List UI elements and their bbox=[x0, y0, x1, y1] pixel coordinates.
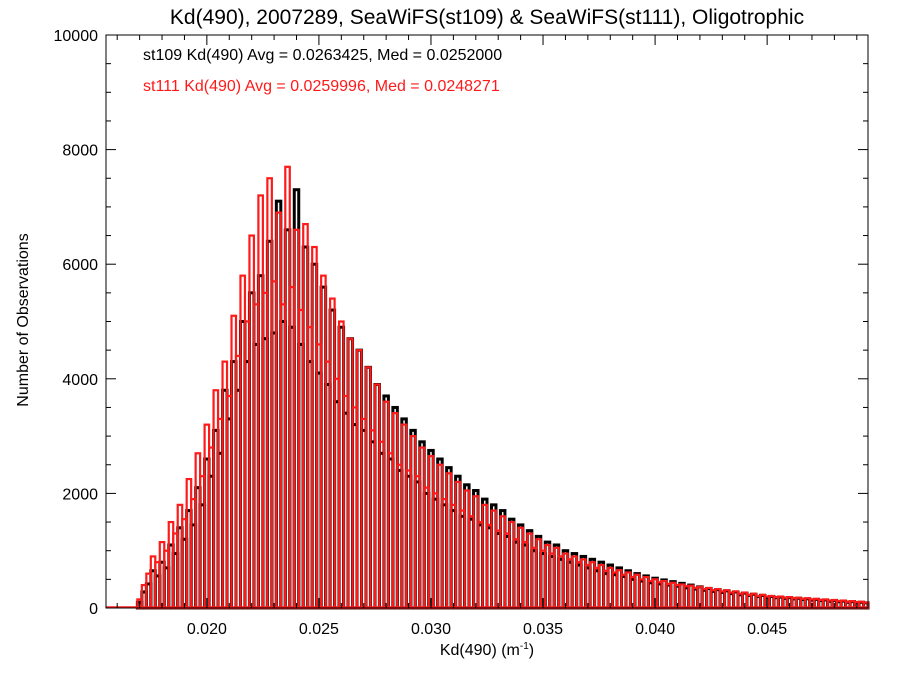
x-axis-label-superscript: -1 bbox=[520, 641, 529, 652]
x-axis-label: Kd(490) (m-1) bbox=[440, 641, 534, 659]
y-axis-label: Number of Observations bbox=[15, 233, 32, 406]
x-tick-label: 0.035 bbox=[523, 621, 563, 638]
y-tick-label: 0 bbox=[89, 601, 98, 618]
legend-st111-stats: st111 Kd(490) Avg = 0.0259996, Med = 0.0… bbox=[143, 78, 500, 95]
y-tick-label: 8000 bbox=[62, 143, 98, 160]
x-tick-label: 0.045 bbox=[747, 621, 787, 638]
y-tick-label: 2000 bbox=[62, 486, 98, 503]
y-tick-label: 6000 bbox=[62, 257, 98, 274]
y-tick-label: 10000 bbox=[54, 28, 99, 45]
x-axis-label-close: ) bbox=[529, 642, 534, 659]
x-tick-label: 0.020 bbox=[187, 621, 227, 638]
chart-title: Kd(490), 2007289, SeaWiFS(st109) & SeaWi… bbox=[170, 6, 804, 29]
axis-ticks: 0 2000 4000 6000 8000 10000 0.020 0.025 0.030 0.0… bbox=[54, 28, 868, 638]
x-axis-label-text: Kd(490) (m bbox=[440, 642, 520, 659]
x-tick-label: 0.025 bbox=[299, 621, 339, 638]
x-tick-label: 0.030 bbox=[411, 621, 451, 638]
y-tick-label: 4000 bbox=[62, 372, 98, 389]
x-tick-label: 0.040 bbox=[635, 621, 675, 638]
series-st111 bbox=[136, 165, 870, 610]
legend-st109-stats: st109 Kd(490) Avg = 0.0263425, Med = 0.0… bbox=[143, 47, 502, 64]
